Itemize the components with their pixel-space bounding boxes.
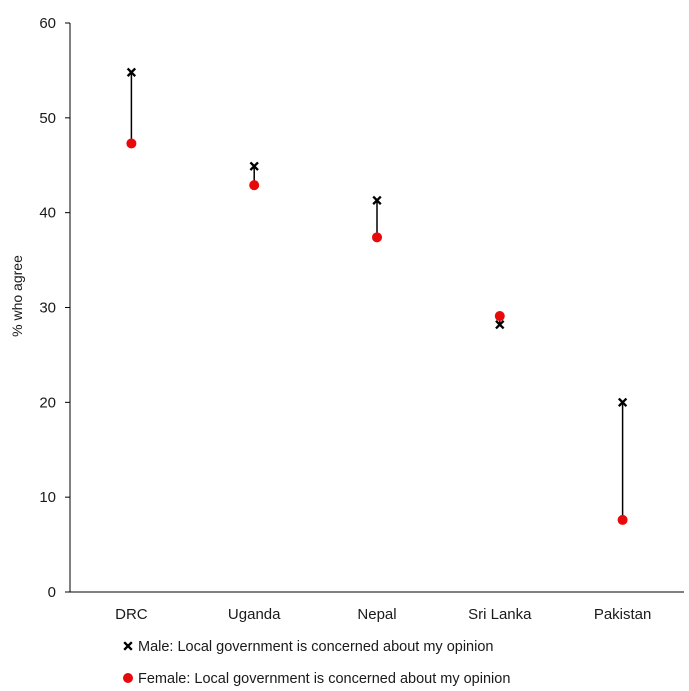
male-point xyxy=(126,67,137,77)
male-point xyxy=(249,161,259,171)
legend-item: Male: Local government is concerned abou… xyxy=(123,639,493,655)
male-point xyxy=(372,195,382,205)
x-tick-label: Sri Lanka xyxy=(468,606,532,623)
female-point xyxy=(372,232,382,243)
y-tick-label: 0 xyxy=(48,584,56,601)
legend: Male: Local government is concerned abou… xyxy=(123,639,510,687)
y-tick-label: 60 xyxy=(39,15,56,32)
y-tick-label: 40 xyxy=(39,205,56,222)
female-point xyxy=(249,180,260,191)
legend-female-marker xyxy=(123,673,133,683)
connector-lines xyxy=(130,72,624,520)
female-point xyxy=(126,138,137,149)
x-axis: DRC Uganda Nepal Sri Lanka Pakistan xyxy=(70,591,684,623)
x-tick-label: DRC xyxy=(115,606,148,623)
legend-label: Female: Local government is concerned ab… xyxy=(138,671,510,687)
x-tick-label: Nepal xyxy=(357,606,396,623)
x-tick-label: Uganda xyxy=(228,606,281,623)
legend-label: Male: Local government is concerned abou… xyxy=(138,639,493,655)
legend-male-marker xyxy=(123,641,133,651)
y-axis-title: % who agree xyxy=(9,255,25,337)
x-tick-label: Pakistan xyxy=(594,606,652,623)
male-point xyxy=(495,319,505,330)
y-tick-label: 50 xyxy=(39,110,56,127)
data-points xyxy=(126,67,628,525)
female-point xyxy=(494,311,505,322)
legend-item: Female: Local government is concerned ab… xyxy=(123,671,510,687)
y-tick-label: 30 xyxy=(39,300,56,317)
y-tick-label: 20 xyxy=(39,394,56,411)
y-axis: 0 10 20 30 40 50 60 xyxy=(39,15,71,601)
female-point xyxy=(617,514,628,525)
y-tick-label: 10 xyxy=(39,489,56,506)
male-point xyxy=(617,397,628,407)
